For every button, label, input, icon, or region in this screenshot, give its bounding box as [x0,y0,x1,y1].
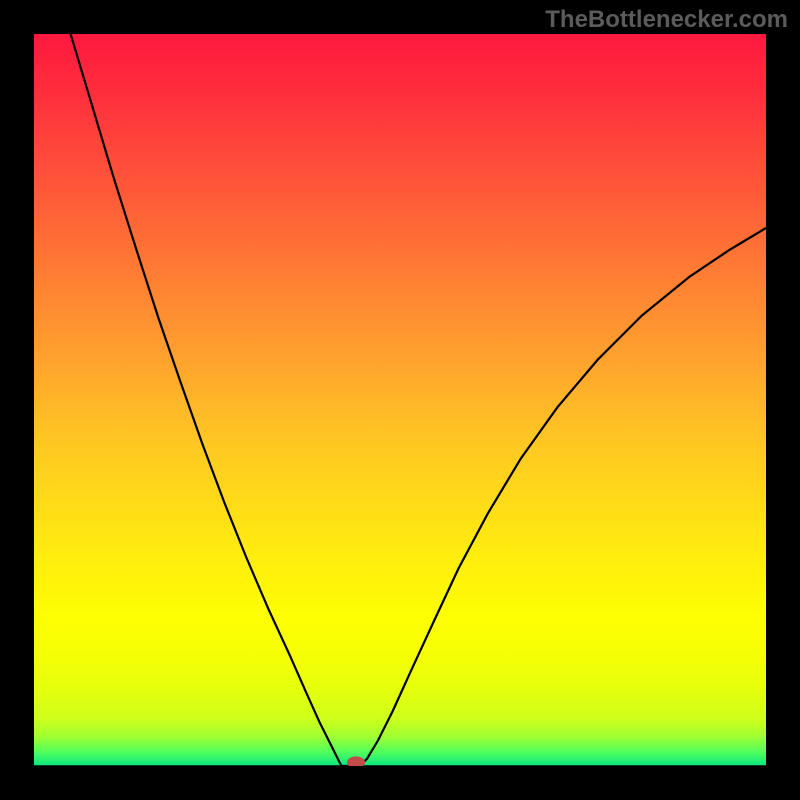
plot-area [34,34,766,766]
gradient-background [34,34,766,766]
chart-frame: TheBottlenecker.com [0,0,800,800]
watermark-label: TheBottlenecker.com [545,6,788,34]
